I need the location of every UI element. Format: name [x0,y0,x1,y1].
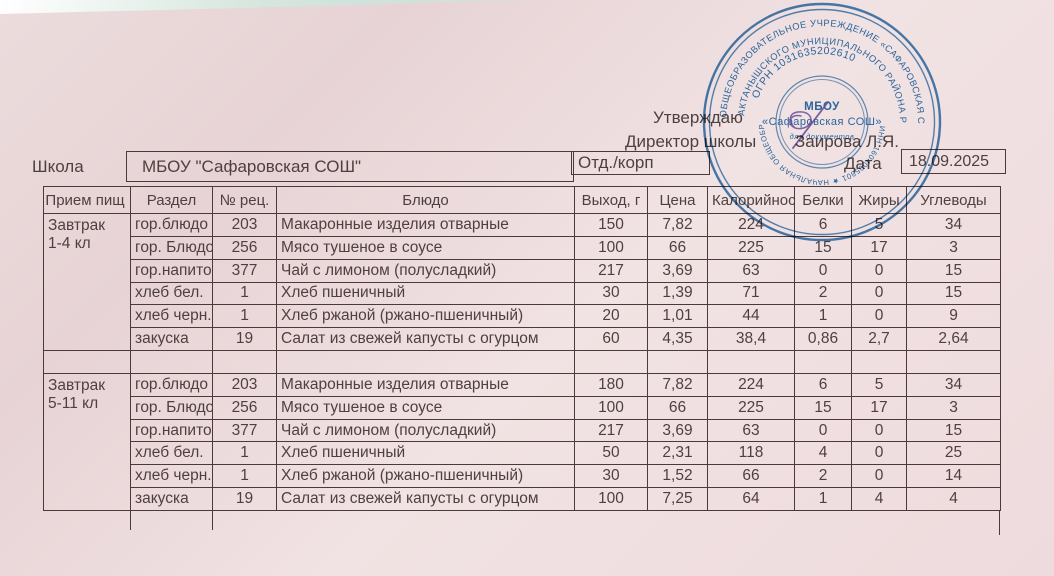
svg-text:ОГРН 1031635202610: ОГРН 1031635202610 [750,45,858,100]
svg-text:МБОУ: МБОУ [804,101,840,113]
svg-text:АКТАНЫШСКОГО МУНИЦИПАЛЬНОГО РА: АКТАНЫШСКОГО МУНИЦИПАЛЬНОГО РАЙОНА РЕСПУ… [0,0,908,124]
svg-text:«Сафаровская СОШ»: «Сафаровская СОШ» [762,116,882,128]
